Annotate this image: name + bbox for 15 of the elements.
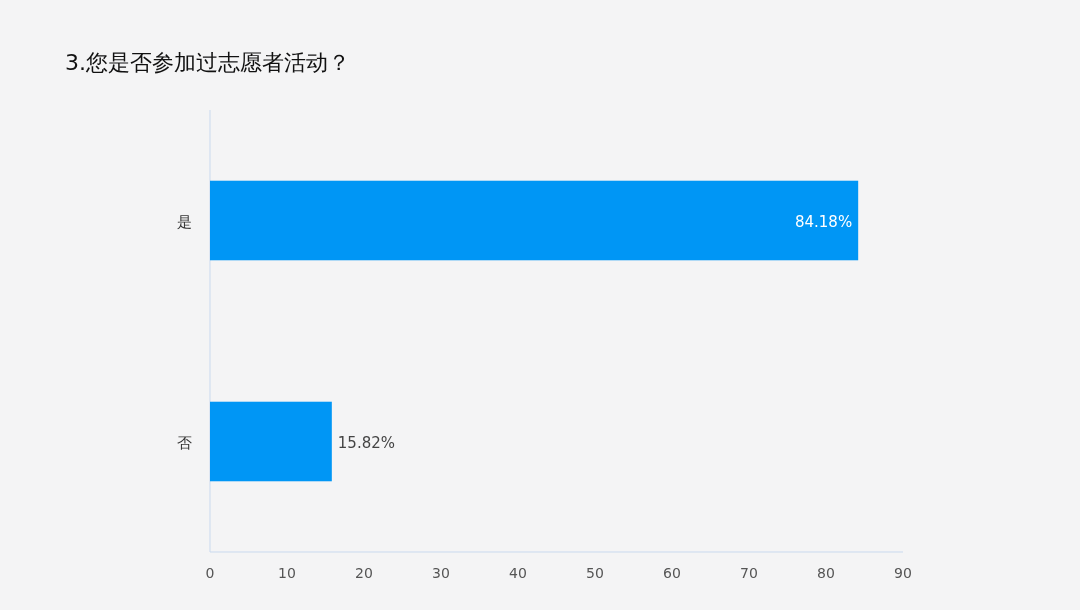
data-label: 15.82%	[337, 433, 396, 452]
x-tick-label: 80	[817, 565, 835, 581]
x-tick-label: 0	[205, 565, 215, 581]
x-tick-label: 50	[586, 565, 604, 581]
x-tick-label: 90	[894, 565, 912, 581]
x-tick-label: 70	[740, 565, 758, 581]
y-tick-label: 否	[177, 433, 192, 452]
x-tick-label: 10	[278, 565, 296, 581]
x-tick-label: 40	[509, 565, 527, 581]
y-tick-label: 是	[177, 212, 192, 231]
x-tick-label: 30	[432, 565, 450, 581]
title: 3.您是否参加过志愿者活动？	[65, 50, 350, 75]
x-tick-label: 60	[663, 565, 681, 581]
x-tick-label: 20	[355, 565, 373, 581]
data-label: 84.18%	[794, 212, 853, 231]
